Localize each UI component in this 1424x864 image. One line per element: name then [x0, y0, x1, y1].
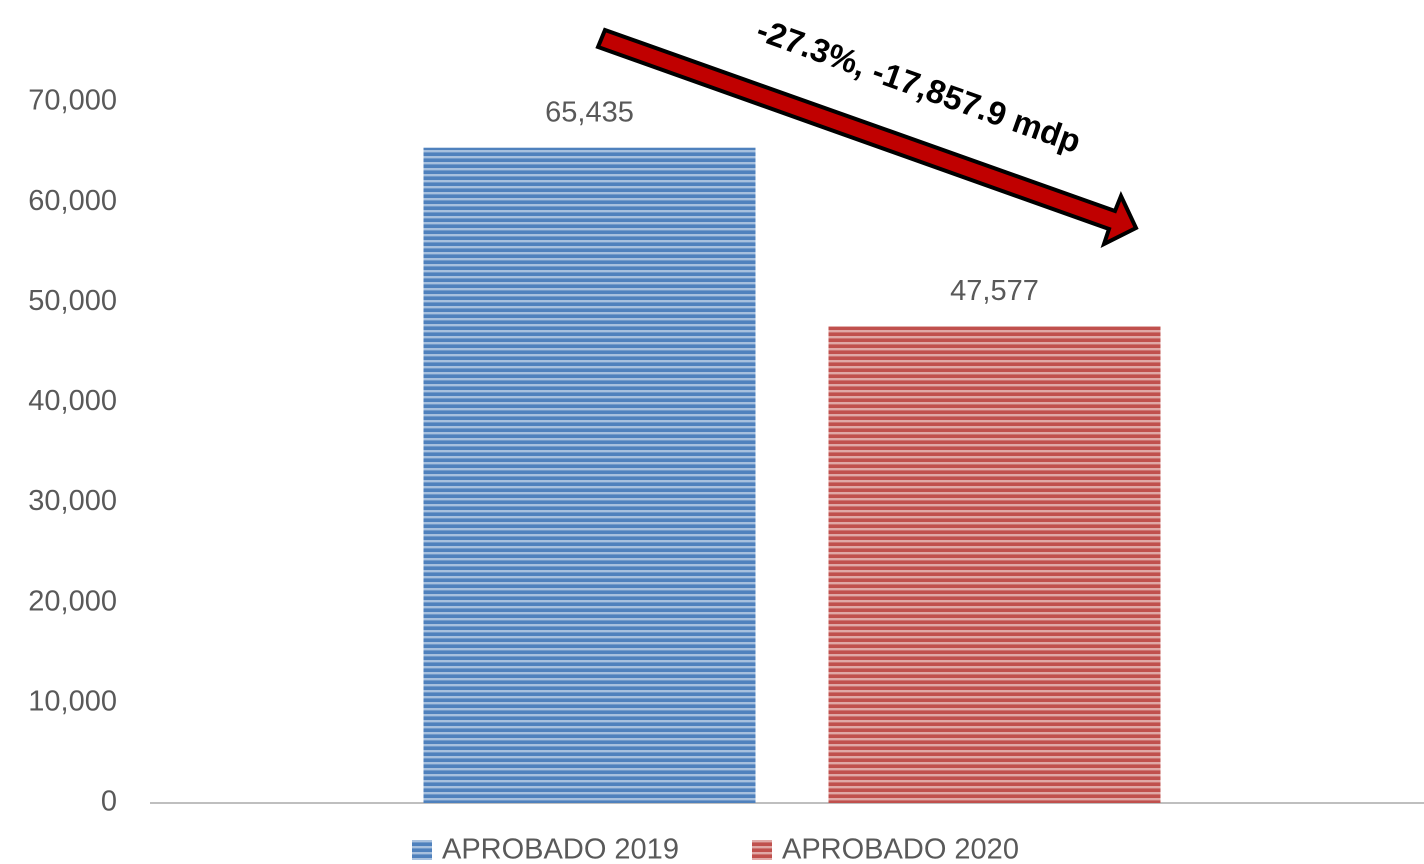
y-tick-label: 60,000: [28, 185, 117, 217]
legend-label: APROBADO 2019: [442, 834, 679, 864]
legend-swatch: [752, 840, 772, 860]
y-tick-label: 40,000: [28, 385, 117, 417]
trend-arrow: [595, 27, 1139, 248]
data-label: 65,435: [545, 96, 634, 128]
y-tick-label: 0: [101, 786, 117, 818]
annotation: -27.3%, -17,857.9 mdp: [752, 11, 1086, 160]
y-tick-label: 70,000: [28, 85, 117, 117]
legend-label: APROBADO 2020: [782, 834, 1019, 864]
y-tick-label: 30,000: [28, 485, 117, 517]
bar: [423, 147, 756, 803]
y-tick-label: 10,000: [28, 686, 117, 718]
legend-swatch: [412, 840, 432, 860]
bar: [828, 326, 1161, 803]
data-label: 47,577: [950, 275, 1039, 307]
y-tick-label: 20,000: [28, 585, 117, 617]
y-tick-label: 50,000: [28, 285, 117, 317]
